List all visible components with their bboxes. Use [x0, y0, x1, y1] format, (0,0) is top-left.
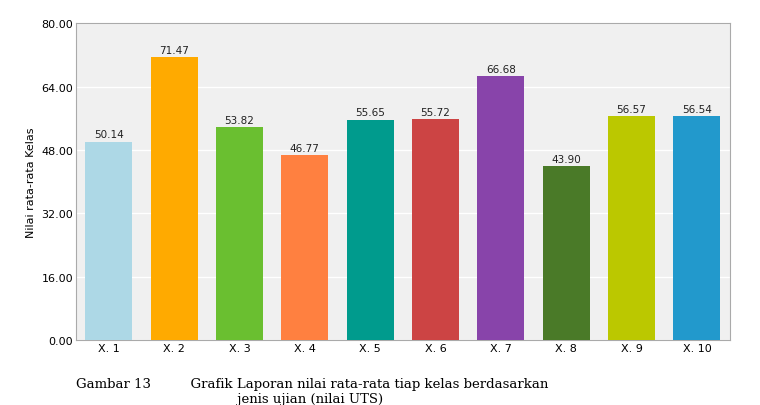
Text: 66.68: 66.68 [486, 64, 516, 75]
Text: 50.14: 50.14 [93, 130, 124, 140]
Text: Grafik Laporan nilai rata-rata tiap kelas berdasarkan
             jenis ujian (: Grafik Laporan nilai rata-rata tiap kela… [182, 377, 549, 405]
Bar [543, 167, 590, 340]
Y-axis label: Nilai rata-rata Kelas: Nilai rata-rata Kelas [26, 127, 36, 237]
Text: 46.77: 46.77 [290, 143, 320, 153]
Text: 55.72: 55.72 [420, 108, 451, 118]
Text: 71.47: 71.47 [159, 46, 189, 55]
Bar [281, 156, 328, 340]
Text: 53.82: 53.82 [224, 115, 255, 125]
Bar [673, 117, 720, 340]
Bar [477, 77, 524, 340]
Text: 43.90: 43.90 [551, 154, 581, 164]
Text: Gambar 13: Gambar 13 [76, 377, 151, 390]
Bar [150, 58, 198, 340]
Text: 55.65: 55.65 [355, 108, 385, 118]
Text: 56.57: 56.57 [616, 104, 647, 115]
Bar [412, 120, 459, 340]
Bar [85, 142, 132, 340]
Text: 56.54: 56.54 [682, 104, 712, 115]
Bar [216, 128, 263, 340]
Bar [608, 117, 655, 340]
Bar [347, 120, 394, 340]
